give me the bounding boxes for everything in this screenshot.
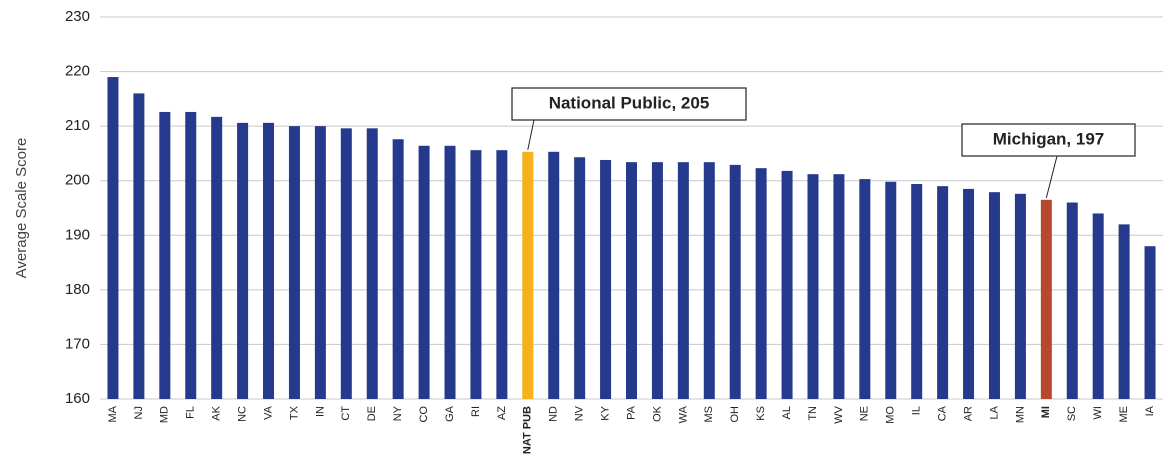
x-tick-label: ND (548, 406, 560, 422)
annotation-text: National Public, 205 (549, 93, 710, 112)
x-tick-label: WI (1092, 406, 1104, 419)
bar (833, 174, 845, 399)
x-tick-label: AZ (496, 406, 508, 420)
x-tick-label: CT (340, 406, 352, 421)
bar (470, 150, 482, 399)
bar (600, 159, 612, 399)
x-tick-label: GA (444, 405, 456, 422)
x-tick-label: CA (937, 405, 949, 421)
x-tick-label: MS (703, 406, 715, 423)
bar (1118, 224, 1130, 399)
x-tick-label: AK (211, 405, 223, 420)
x-tick-label: NV (574, 405, 586, 421)
y-tick-label: 220 (65, 63, 90, 80)
x-tick-label: MA (107, 405, 119, 422)
x-tick-label: NAT PUB (522, 406, 534, 454)
x-tick-label: FL (185, 406, 197, 419)
x-tick-label: NE (859, 406, 871, 421)
y-tick-label: 180 (65, 281, 90, 298)
x-tick-label: TX (288, 405, 300, 420)
x-tick-label: LA (988, 405, 1000, 419)
x-tick-label: WV (833, 405, 845, 423)
bar (781, 170, 793, 399)
bar (937, 186, 949, 399)
x-tick-label: KS (755, 406, 767, 421)
bar (107, 77, 119, 400)
annotation-leader (1045, 155, 1058, 198)
x-tick-label: WA (677, 405, 689, 423)
annotation-leader (527, 119, 535, 150)
x-tick-label: AR (962, 406, 974, 421)
bar (211, 116, 223, 399)
y-tick-label: 210 (65, 117, 90, 134)
bar (703, 162, 715, 399)
annotation-text: Michigan, 197 (993, 129, 1104, 148)
bar (548, 151, 560, 399)
y-tick-label: 170 (65, 335, 90, 352)
x-tick-label: CO (418, 406, 430, 423)
bar (859, 179, 871, 399)
bar (911, 183, 923, 399)
bar (314, 126, 326, 400)
x-tick-label: RI (470, 406, 482, 417)
y-tick-label: 160 (65, 390, 90, 407)
x-tick-label: OH (729, 406, 741, 423)
x-tick-label: MN (1014, 406, 1026, 423)
bar (885, 181, 897, 399)
bar (133, 93, 145, 400)
y-axis-title: Average Scale Score (13, 138, 30, 279)
bar (729, 164, 741, 399)
bar (988, 192, 1000, 399)
bar (1066, 202, 1078, 399)
bar (651, 162, 663, 399)
x-tick-label: TN (807, 406, 819, 421)
bar (444, 145, 456, 399)
bar (677, 162, 689, 399)
bar (288, 126, 300, 400)
x-tick-label: MI (1040, 406, 1052, 418)
bar (237, 122, 249, 400)
bar (263, 122, 275, 400)
x-tick-label: DE (366, 406, 378, 421)
bar (496, 150, 508, 399)
bar (340, 128, 352, 399)
bar (1092, 213, 1104, 399)
x-tick-label: PA (625, 405, 637, 420)
bar (392, 139, 404, 400)
bar (522, 151, 534, 399)
x-tick-label: NC (237, 406, 249, 422)
bar (626, 162, 637, 399)
bar (418, 145, 430, 399)
x-tick-label: VA (262, 405, 274, 420)
y-tick-label: 230 (65, 8, 90, 25)
bar (185, 111, 197, 399)
y-tick-label: 200 (65, 172, 90, 189)
x-tick-label: IA (1144, 405, 1156, 416)
x-tick-label: OK (651, 405, 663, 422)
bar (574, 157, 586, 399)
annotation-box (961, 123, 1136, 157)
bar (807, 174, 819, 399)
x-tick-label: IL (911, 406, 923, 415)
x-tick-label: IN (314, 406, 326, 417)
x-tick-label: ME (1118, 406, 1130, 423)
bar (1040, 199, 1052, 399)
bar (755, 168, 767, 399)
bar (1144, 246, 1156, 399)
x-tick-label: MD (159, 406, 171, 423)
x-tick-label: MO (885, 406, 897, 424)
x-tick-label: SC (1066, 406, 1078, 421)
x-tick-label: NY (392, 405, 404, 421)
x-tick-label: AL (781, 406, 793, 419)
bar (1014, 193, 1026, 399)
annotation-box (511, 87, 747, 121)
x-tick-label: KY (599, 405, 611, 420)
bar (963, 188, 975, 399)
bar (159, 111, 171, 399)
x-tick-label: NJ (133, 406, 145, 419)
bar (366, 128, 378, 399)
y-tick-label: 190 (65, 226, 90, 243)
